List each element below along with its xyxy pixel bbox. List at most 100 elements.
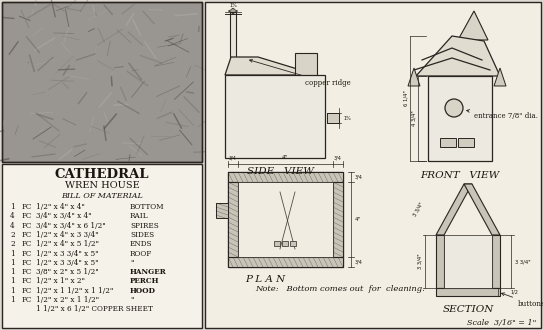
Text: PC: PC	[22, 296, 33, 304]
Text: 1/2" x 4" x 3 3/4": 1/2" x 4" x 3 3/4"	[36, 231, 99, 239]
Bar	[2, 2, 202, 162]
Text: WREN HOUSE: WREN HOUSE	[65, 182, 140, 190]
Text: 6 1/4": 6 1/4"	[403, 90, 408, 107]
Polygon shape	[436, 184, 472, 235]
Polygon shape	[492, 235, 500, 288]
Text: 1/2" x 4" x 4": 1/2" x 4" x 4"	[36, 203, 85, 211]
Circle shape	[445, 99, 463, 117]
Bar	[228, 172, 343, 182]
Bar	[228, 257, 343, 267]
Text: PC: PC	[22, 203, 33, 211]
Polygon shape	[416, 36, 500, 76]
Text: entrance 7/8" dia.: entrance 7/8" dia.	[466, 110, 538, 120]
Bar	[290, 241, 296, 246]
Text: 1: 1	[10, 259, 15, 267]
Text: 4": 4"	[282, 155, 288, 160]
Text: 1/2" x 3 3/4" x 5": 1/2" x 3 3/4" x 5"	[36, 249, 99, 257]
Text: ": "	[130, 259, 134, 267]
Text: PC: PC	[22, 287, 33, 295]
Text: 2: 2	[10, 231, 15, 239]
Text: 4: 4	[10, 212, 15, 220]
Text: 3 3/4": 3 3/4"	[418, 254, 423, 269]
Bar	[458, 138, 474, 147]
Text: 3/4: 3/4	[229, 155, 237, 160]
Text: Note:   Bottom comes out  for  cleaning.: Note: Bottom comes out for cleaning.	[255, 285, 425, 293]
Polygon shape	[436, 288, 500, 296]
Text: 1: 1	[10, 296, 15, 304]
Text: BOTTOM: BOTTOM	[130, 203, 165, 211]
Text: buttons: buttons	[502, 293, 543, 308]
Bar	[444, 235, 492, 288]
Text: ": "	[130, 296, 134, 304]
Text: RAIL: RAIL	[130, 212, 149, 220]
Polygon shape	[464, 184, 500, 235]
Bar	[230, 12, 236, 57]
Text: copper ridge: copper ridge	[250, 59, 351, 87]
Bar	[228, 172, 343, 267]
Bar	[2, 2, 202, 162]
Text: 1: 1	[10, 268, 15, 276]
Text: SIDES: SIDES	[130, 231, 154, 239]
Polygon shape	[458, 11, 488, 40]
Text: PC: PC	[22, 231, 33, 239]
Text: BILL OF MATERIAL: BILL OF MATERIAL	[61, 192, 143, 200]
Text: 1/2" x 1" x 2": 1/2" x 1" x 2"	[36, 278, 85, 285]
Text: 3/4" x 3/4" x 4": 3/4" x 3/4" x 4"	[36, 212, 92, 220]
Bar	[225, 75, 325, 158]
Bar	[282, 241, 288, 246]
Text: HANGER: HANGER	[130, 268, 167, 276]
Bar	[238, 182, 333, 257]
Bar	[295, 53, 317, 80]
Text: 3/4" x 3/4" x 6 1/2": 3/4" x 3/4" x 6 1/2"	[36, 222, 106, 230]
Text: 3 3/4": 3 3/4"	[412, 202, 424, 217]
Bar	[228, 182, 238, 257]
Bar	[2, 164, 202, 328]
Text: 1%: 1%	[229, 3, 237, 8]
Bar	[327, 113, 339, 123]
Text: PC: PC	[22, 278, 33, 285]
Text: 3/4: 3/4	[355, 175, 363, 180]
Bar	[333, 182, 343, 257]
Text: PERCH: PERCH	[130, 278, 160, 285]
Text: 4": 4"	[355, 217, 361, 222]
Text: 1 1/2" x 6 1/2" COPPER SHEET: 1 1/2" x 6 1/2" COPPER SHEET	[36, 305, 153, 313]
Text: HOOD: HOOD	[130, 287, 156, 295]
Text: SIDE   VIEW: SIDE VIEW	[247, 168, 313, 177]
Text: 1: 1	[10, 278, 15, 285]
Text: 1: 1	[10, 287, 15, 295]
Polygon shape	[494, 68, 506, 86]
Text: 4: 4	[10, 222, 15, 230]
Text: 1/2" x 2" x 1 1/2": 1/2" x 2" x 1 1/2"	[36, 296, 99, 304]
Bar	[216, 203, 228, 218]
Text: 1: 1	[10, 249, 15, 257]
Text: 3/4: 3/4	[334, 155, 342, 160]
Text: 3 3/4": 3 3/4"	[515, 259, 531, 264]
Text: PC: PC	[22, 249, 33, 257]
Text: 1: 1	[10, 203, 15, 211]
Text: 2: 2	[10, 240, 15, 248]
Text: 1%: 1%	[343, 115, 351, 120]
Text: PC: PC	[22, 268, 33, 276]
Text: 1/2" x 4" x 5 1/2": 1/2" x 4" x 5 1/2"	[36, 240, 99, 248]
Text: CATHEDRAL: CATHEDRAL	[55, 169, 149, 182]
Text: P L A N: P L A N	[245, 275, 285, 283]
Text: PC: PC	[22, 212, 33, 220]
Text: 1/2" x 1 1/2" x 1 1/2": 1/2" x 1 1/2" x 1 1/2"	[36, 287, 113, 295]
Text: PC: PC	[22, 259, 33, 267]
Text: 4 3/4": 4 3/4"	[411, 111, 416, 126]
Bar	[274, 241, 280, 246]
Bar	[440, 138, 456, 147]
Polygon shape	[436, 235, 444, 288]
Text: PC: PC	[22, 240, 33, 248]
Bar	[205, 2, 541, 328]
Text: ROOF: ROOF	[130, 249, 152, 257]
Polygon shape	[225, 57, 317, 75]
Text: ENDS: ENDS	[130, 240, 153, 248]
Text: 3/4: 3/4	[355, 259, 363, 265]
Text: FRONT   VIEW: FRONT VIEW	[420, 172, 500, 181]
Text: 3/8" x 2" x 5 1/2": 3/8" x 2" x 5 1/2"	[36, 268, 99, 276]
Bar	[428, 76, 492, 161]
Text: 1/2" x 3 3/4" x 5": 1/2" x 3 3/4" x 5"	[36, 259, 99, 267]
Text: Scale  3/16" = 1": Scale 3/16" = 1"	[467, 319, 536, 327]
Text: PC: PC	[22, 222, 33, 230]
